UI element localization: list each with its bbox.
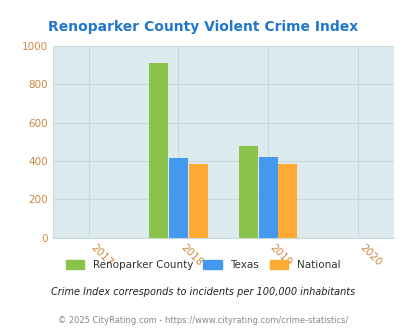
Text: © 2025 CityRating.com - https://www.cityrating.com/crime-statistics/: © 2025 CityRating.com - https://www.city… [58, 315, 347, 325]
Bar [239, 146, 257, 238]
Bar [149, 63, 168, 238]
Bar [278, 164, 297, 238]
Text: Crime Index corresponds to incidents per 100,000 inhabitants: Crime Index corresponds to incidents per… [51, 287, 354, 297]
Legend: Renoparker County, Texas, National: Renoparker County, Texas, National [61, 256, 344, 274]
Bar [188, 164, 207, 238]
Text: Renoparker County Violent Crime Index: Renoparker County Violent Crime Index [48, 20, 357, 34]
Bar [258, 157, 277, 238]
Bar [168, 158, 188, 238]
